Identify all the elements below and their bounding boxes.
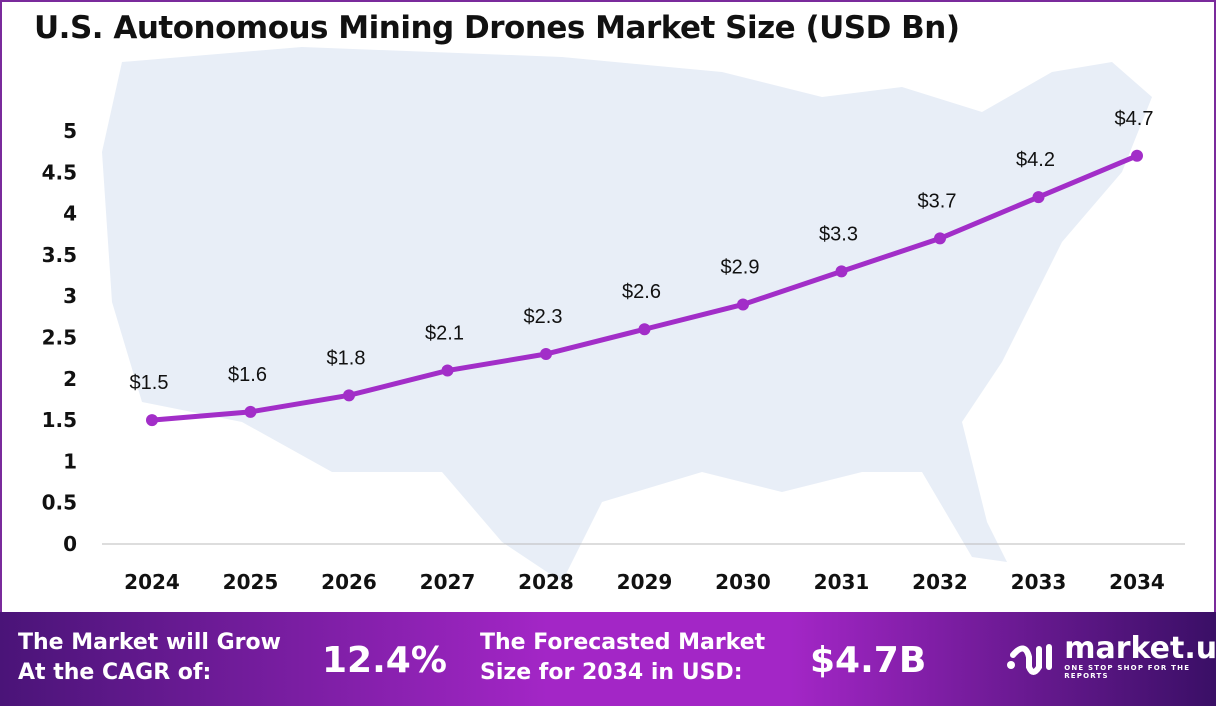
logo-name: market.us [1064,631,1216,666]
logo-icon [1007,644,1052,675]
x-tick-label: 2029 [617,570,673,594]
y-tick-label: 3 [63,284,77,308]
forecast-value: $4.7B [810,640,927,681]
x-tick-label: 2028 [518,570,574,594]
data-point [244,405,257,418]
data-label: $1.8 [327,347,366,369]
data-point [934,232,946,245]
data-label: $2.9 [721,256,760,278]
x-tick-label: 2026 [321,570,377,594]
y-tick-label: 2 [63,367,77,391]
data-label: $1.5 [130,372,169,394]
x-tick-label: 2031 [814,570,870,594]
data-label: $2.1 [425,323,464,345]
y-tick-label: 0.5 [42,491,77,515]
data-point [835,265,848,278]
data-label: $4.2 [1016,149,1055,171]
chart-frame: 0 0.5 1 1.5 2 2.5 3 3.5 4 4.5 5 2024 2025 2026 2027 202… [0,0,1216,612]
y-tick-label: 4 [63,202,77,226]
line-chart: 0 0.5 1 1.5 2 2.5 3 3.5 4 4.5 5 2024 2025 2026 2027 202… [42,108,1185,594]
y-tick-label: 4.5 [42,160,77,184]
data-point [737,298,749,311]
data-point [1032,191,1045,204]
forecast-label-line1: The Forecasted Market [480,630,766,655]
data-point [441,364,454,377]
data-label: $4.7 [1115,108,1154,130]
y-tick-label: 1.5 [42,408,77,432]
x-tick-label: 2027 [420,570,476,594]
x-tick-label: 2025 [223,570,279,594]
data-label: $3.7 [918,190,957,212]
data-point [1131,149,1143,162]
data-point [638,323,651,336]
x-tick-label: 2024 [124,570,180,594]
y-tick-label: 3.5 [42,243,77,267]
cagr-value: 12.4% [322,640,447,681]
summary-banner: The Market will Grow At the CAGR of: 12.… [0,612,1216,706]
y-tick-label: 0 [63,532,77,556]
x-tick-label: 2030 [715,570,771,594]
market-us-logo: market.usONE STOP SHOP FOR THE REPORTS [1005,634,1216,680]
data-label: $3.3 [819,223,858,245]
data-point [146,414,158,427]
x-tick-label: 2034 [1109,570,1165,594]
y-tick-label: 5 [63,119,77,143]
cagr-label-line2: At the CAGR of: [18,660,212,685]
logo-tagline: ONE STOP SHOP FOR THE REPORTS [1064,664,1191,680]
chart-title: U.S. Autonomous Mining Drones Market Siz… [34,10,960,46]
us-map-background [102,47,1152,582]
data-label: $2.6 [622,281,661,303]
data-label: $2.3 [524,306,563,328]
x-tick-label: 2032 [912,570,968,594]
data-point [540,348,552,361]
cagr-label-line1: The Market will Grow [18,630,281,655]
x-tick-label: 2033 [1011,570,1067,594]
data-label: $1.6 [228,364,267,386]
forecast-label-line2: Size for 2034 in USD: [480,660,743,685]
y-tick-label: 2.5 [42,326,77,350]
data-point [343,389,355,402]
y-tick-label: 1 [63,449,77,473]
